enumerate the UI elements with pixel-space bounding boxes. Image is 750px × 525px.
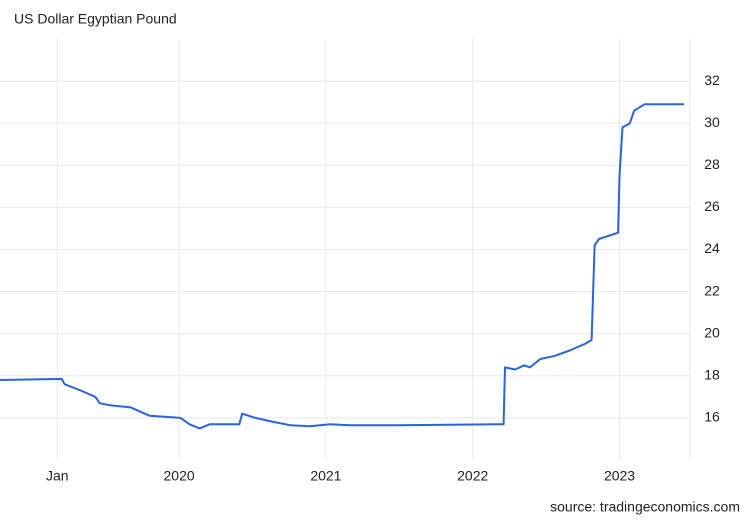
data-line <box>0 103 685 430</box>
source: source: tradingeconomics.com <box>550 499 740 515</box>
y-tick-label: 18 <box>704 367 720 383</box>
y-tick-label: 30 <box>704 114 720 130</box>
x-tick-label: 2021 <box>310 468 341 484</box>
x-tick-label: 2022 <box>457 468 488 484</box>
chart-title: US Dollar Egyptian Pound <box>14 11 177 27</box>
y-tick-label: 20 <box>704 324 720 340</box>
x-tick-label: Jan <box>46 468 69 484</box>
y-tick-label: 16 <box>704 409 720 425</box>
y-tick-label: 24 <box>704 240 720 256</box>
y-tick-label: 32 <box>704 72 720 88</box>
y-tick-label: 28 <box>704 156 720 172</box>
x-tick-label: 2020 <box>164 468 195 484</box>
y-tick-label: 22 <box>704 282 720 298</box>
y-tick-label: 26 <box>704 198 720 214</box>
x-tick-label: 2023 <box>604 468 635 484</box>
